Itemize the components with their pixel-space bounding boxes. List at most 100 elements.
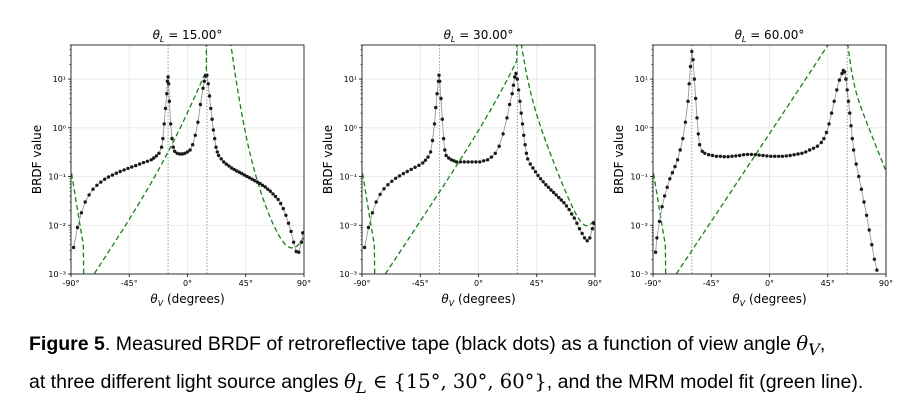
- data-point: [575, 221, 579, 225]
- data-point: [183, 151, 187, 155]
- data-point: [541, 180, 545, 184]
- data-point: [842, 70, 847, 74]
- x-tick-label: 90°: [588, 279, 602, 288]
- data-point: [691, 58, 695, 62]
- caption-text-3: , and the MRM model fit (green line).: [546, 370, 864, 393]
- x-tick-label: -90°: [62, 279, 79, 288]
- data-point: [149, 158, 153, 162]
- data-point: [580, 231, 584, 236]
- data-point: [193, 133, 197, 137]
- data-point: [268, 189, 272, 193]
- data-point: [401, 171, 406, 176]
- data-point: [79, 211, 84, 215]
- data-point: [91, 187, 95, 191]
- model-fit-line: [71, 45, 304, 274]
- data-point: [95, 183, 99, 187]
- data-point: [362, 245, 367, 250]
- y-tick-label: 10⁰: [635, 124, 648, 133]
- model-fit-group: [71, 45, 304, 274]
- data-point: [845, 88, 849, 92]
- caption-line-2: at three different light source angles θ…: [29, 366, 909, 404]
- data-point: [515, 77, 519, 81]
- figure-panels: -90° -45° 0° 45° 90° 10⁻³ 10⁻² 10⁻¹ 10⁰ 10¹ θL = 1…: [30, 28, 893, 308]
- data-point: [848, 111, 852, 115]
- data-point: [432, 122, 437, 126]
- data-point: [536, 173, 540, 178]
- data-point: [281, 206, 285, 211]
- data-point: [152, 156, 156, 160]
- data-point: [730, 154, 734, 158]
- data-point: [827, 122, 831, 126]
- data-point: [378, 192, 382, 197]
- data-point: [258, 181, 262, 186]
- y-tick-label: 10⁻¹: [630, 173, 648, 182]
- data-point: [670, 171, 675, 175]
- data-point: [741, 153, 746, 157]
- x-tick-label: 45°: [530, 279, 544, 288]
- data-point: [99, 180, 103, 184]
- data-point: [213, 136, 217, 141]
- x-tick-label: -45°: [412, 279, 429, 288]
- data-point: [394, 176, 398, 180]
- data-point: [118, 169, 122, 174]
- data-point: [103, 177, 107, 181]
- data-point: [291, 240, 296, 244]
- data-point: [489, 155, 494, 159]
- data-point: [773, 154, 777, 158]
- data-point: [423, 158, 428, 162]
- data-point: [279, 201, 283, 206]
- data-point: [518, 99, 522, 104]
- data-point: [188, 148, 192, 152]
- y-tick-label: 10¹: [344, 75, 357, 84]
- data-point: [166, 75, 170, 79]
- data-point: [452, 159, 456, 163]
- data-point: [523, 143, 527, 147]
- data-point: [255, 180, 260, 184]
- data-point: [695, 116, 699, 120]
- chart-title: θL = 15.00°: [153, 28, 223, 44]
- x-axis-label: θV (degrees): [441, 292, 515, 308]
- data-point: [829, 111, 834, 115]
- figure-caption: Figure 5. Measured BRDF of retroreflecti…: [29, 328, 909, 404]
- data-point: [478, 160, 482, 164]
- data-point: [434, 105, 438, 110]
- x-tick-label: 90°: [879, 279, 893, 288]
- data-point: [726, 155, 730, 159]
- caption-text-1: . Measured BRDF of retroreflective tape …: [104, 333, 797, 355]
- data-point: [211, 128, 216, 132]
- data-point: [126, 166, 130, 171]
- data-point: [289, 229, 293, 234]
- data-point: [514, 71, 518, 76]
- x-tick-label: -90°: [353, 279, 370, 288]
- data-point: [440, 117, 444, 121]
- data-point: [776, 154, 781, 158]
- x-tick-label: 0°: [474, 279, 483, 288]
- data-point: [167, 82, 171, 86]
- data-point: [507, 102, 512, 107]
- data-point: [792, 153, 796, 157]
- data-point: [694, 96, 698, 101]
- data-point: [718, 154, 722, 158]
- data-point: [511, 83, 516, 87]
- data-point: [206, 82, 210, 86]
- data-point: [180, 152, 184, 156]
- data-point: [564, 204, 569, 208]
- data-point: [745, 152, 750, 157]
- data-point: [167, 99, 172, 104]
- data-point: [428, 150, 433, 154]
- chart-title: θL = 60.00°: [735, 28, 805, 44]
- data-point: [201, 86, 205, 90]
- data-point: [294, 249, 298, 254]
- data-point: [196, 120, 200, 124]
- data-point: [130, 165, 134, 169]
- data-point: [697, 143, 702, 147]
- data-point: [582, 236, 587, 240]
- data-point: [215, 150, 219, 154]
- data-point: [191, 143, 195, 147]
- data-point: [370, 211, 375, 215]
- data-point: [165, 79, 170, 84]
- data-point: [454, 160, 459, 164]
- figure-label: Figure 5: [29, 333, 105, 355]
- data-point: [673, 164, 677, 169]
- y-tick-label: 10¹: [53, 75, 66, 84]
